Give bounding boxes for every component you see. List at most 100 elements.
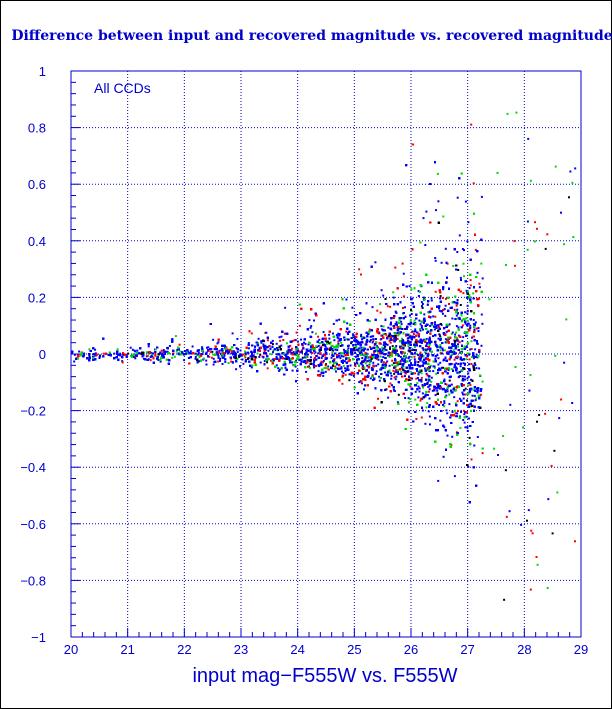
data-point [455,366,458,369]
data-point [411,364,414,367]
data-point [410,313,413,315]
data-point [477,327,480,330]
data-point [343,339,346,341]
data-point [475,397,478,400]
data-point [360,273,362,276]
data-point [252,358,255,361]
data-point [388,356,391,358]
data-point [314,332,317,335]
data-point [474,348,477,351]
data-point [457,334,460,337]
data-point [402,307,404,309]
data-point [438,404,441,406]
data-point [454,402,457,405]
data-point [370,366,373,369]
data-point [413,358,416,361]
data-point [228,349,231,352]
data-point [446,262,449,265]
data-point [242,362,245,365]
data-point [283,332,286,335]
data-point [76,357,79,360]
data-point [203,357,205,360]
data-point [418,355,421,358]
data-point [454,333,457,336]
data-point [390,374,393,377]
data-point [311,344,314,347]
data-point [121,353,124,356]
data-point [147,345,150,348]
data-point [424,367,426,370]
data-point [471,404,474,407]
data-point [389,341,392,344]
data-point [407,397,410,400]
data-point [461,340,464,342]
data-point [403,355,406,358]
data-point [363,388,365,391]
data-point [392,347,394,350]
data-point [224,352,227,355]
data-point [209,351,212,354]
data-point [446,412,449,415]
data-point [309,350,312,353]
data-point [388,364,391,367]
data-point [440,386,443,389]
data-point [279,357,282,360]
data-point [369,346,372,348]
data-point [295,331,298,334]
data-point [369,338,372,341]
data-point [382,361,385,364]
data-point [461,377,464,380]
data-point [469,279,472,282]
data-point [457,340,460,343]
data-point [468,287,471,290]
data-point [427,352,430,355]
data-point [400,366,403,369]
data-point [414,346,416,349]
data-point [341,382,344,385]
data-point [173,355,176,358]
data-point [372,361,375,364]
data-point [421,306,424,309]
data-point [410,309,412,311]
data-point [442,215,445,218]
data-point [149,359,152,362]
data-point [344,351,347,354]
data-point [473,394,476,397]
data-point [343,348,345,351]
data-point [436,387,439,390]
data-point [298,324,301,327]
data-point [379,355,382,358]
data-point [207,346,210,349]
data-point [352,374,355,377]
data-point [437,479,440,482]
data-point [332,349,334,352]
data-point [320,360,323,363]
data-point [328,337,331,340]
data-point [457,269,460,271]
data-point [456,412,459,415]
data-point [306,356,309,358]
data-point [474,321,477,324]
data-point [381,365,384,368]
data-point [407,349,410,352]
data-point [401,343,404,346]
data-point [386,360,389,363]
data-point [333,368,336,371]
data-point [258,346,261,349]
data-point [300,338,302,341]
data-point [381,334,384,337]
data-point [270,353,273,356]
data-point [410,356,413,359]
data-point [480,262,483,265]
data-point [134,355,137,358]
data-point [481,452,484,455]
data-point [425,210,428,213]
data-point [264,344,267,347]
data-point [478,282,481,285]
data-point [428,336,431,339]
data-point [425,352,428,355]
data-point [467,465,470,468]
data-point [309,366,311,369]
data-point [433,328,436,331]
data-point [147,352,150,355]
